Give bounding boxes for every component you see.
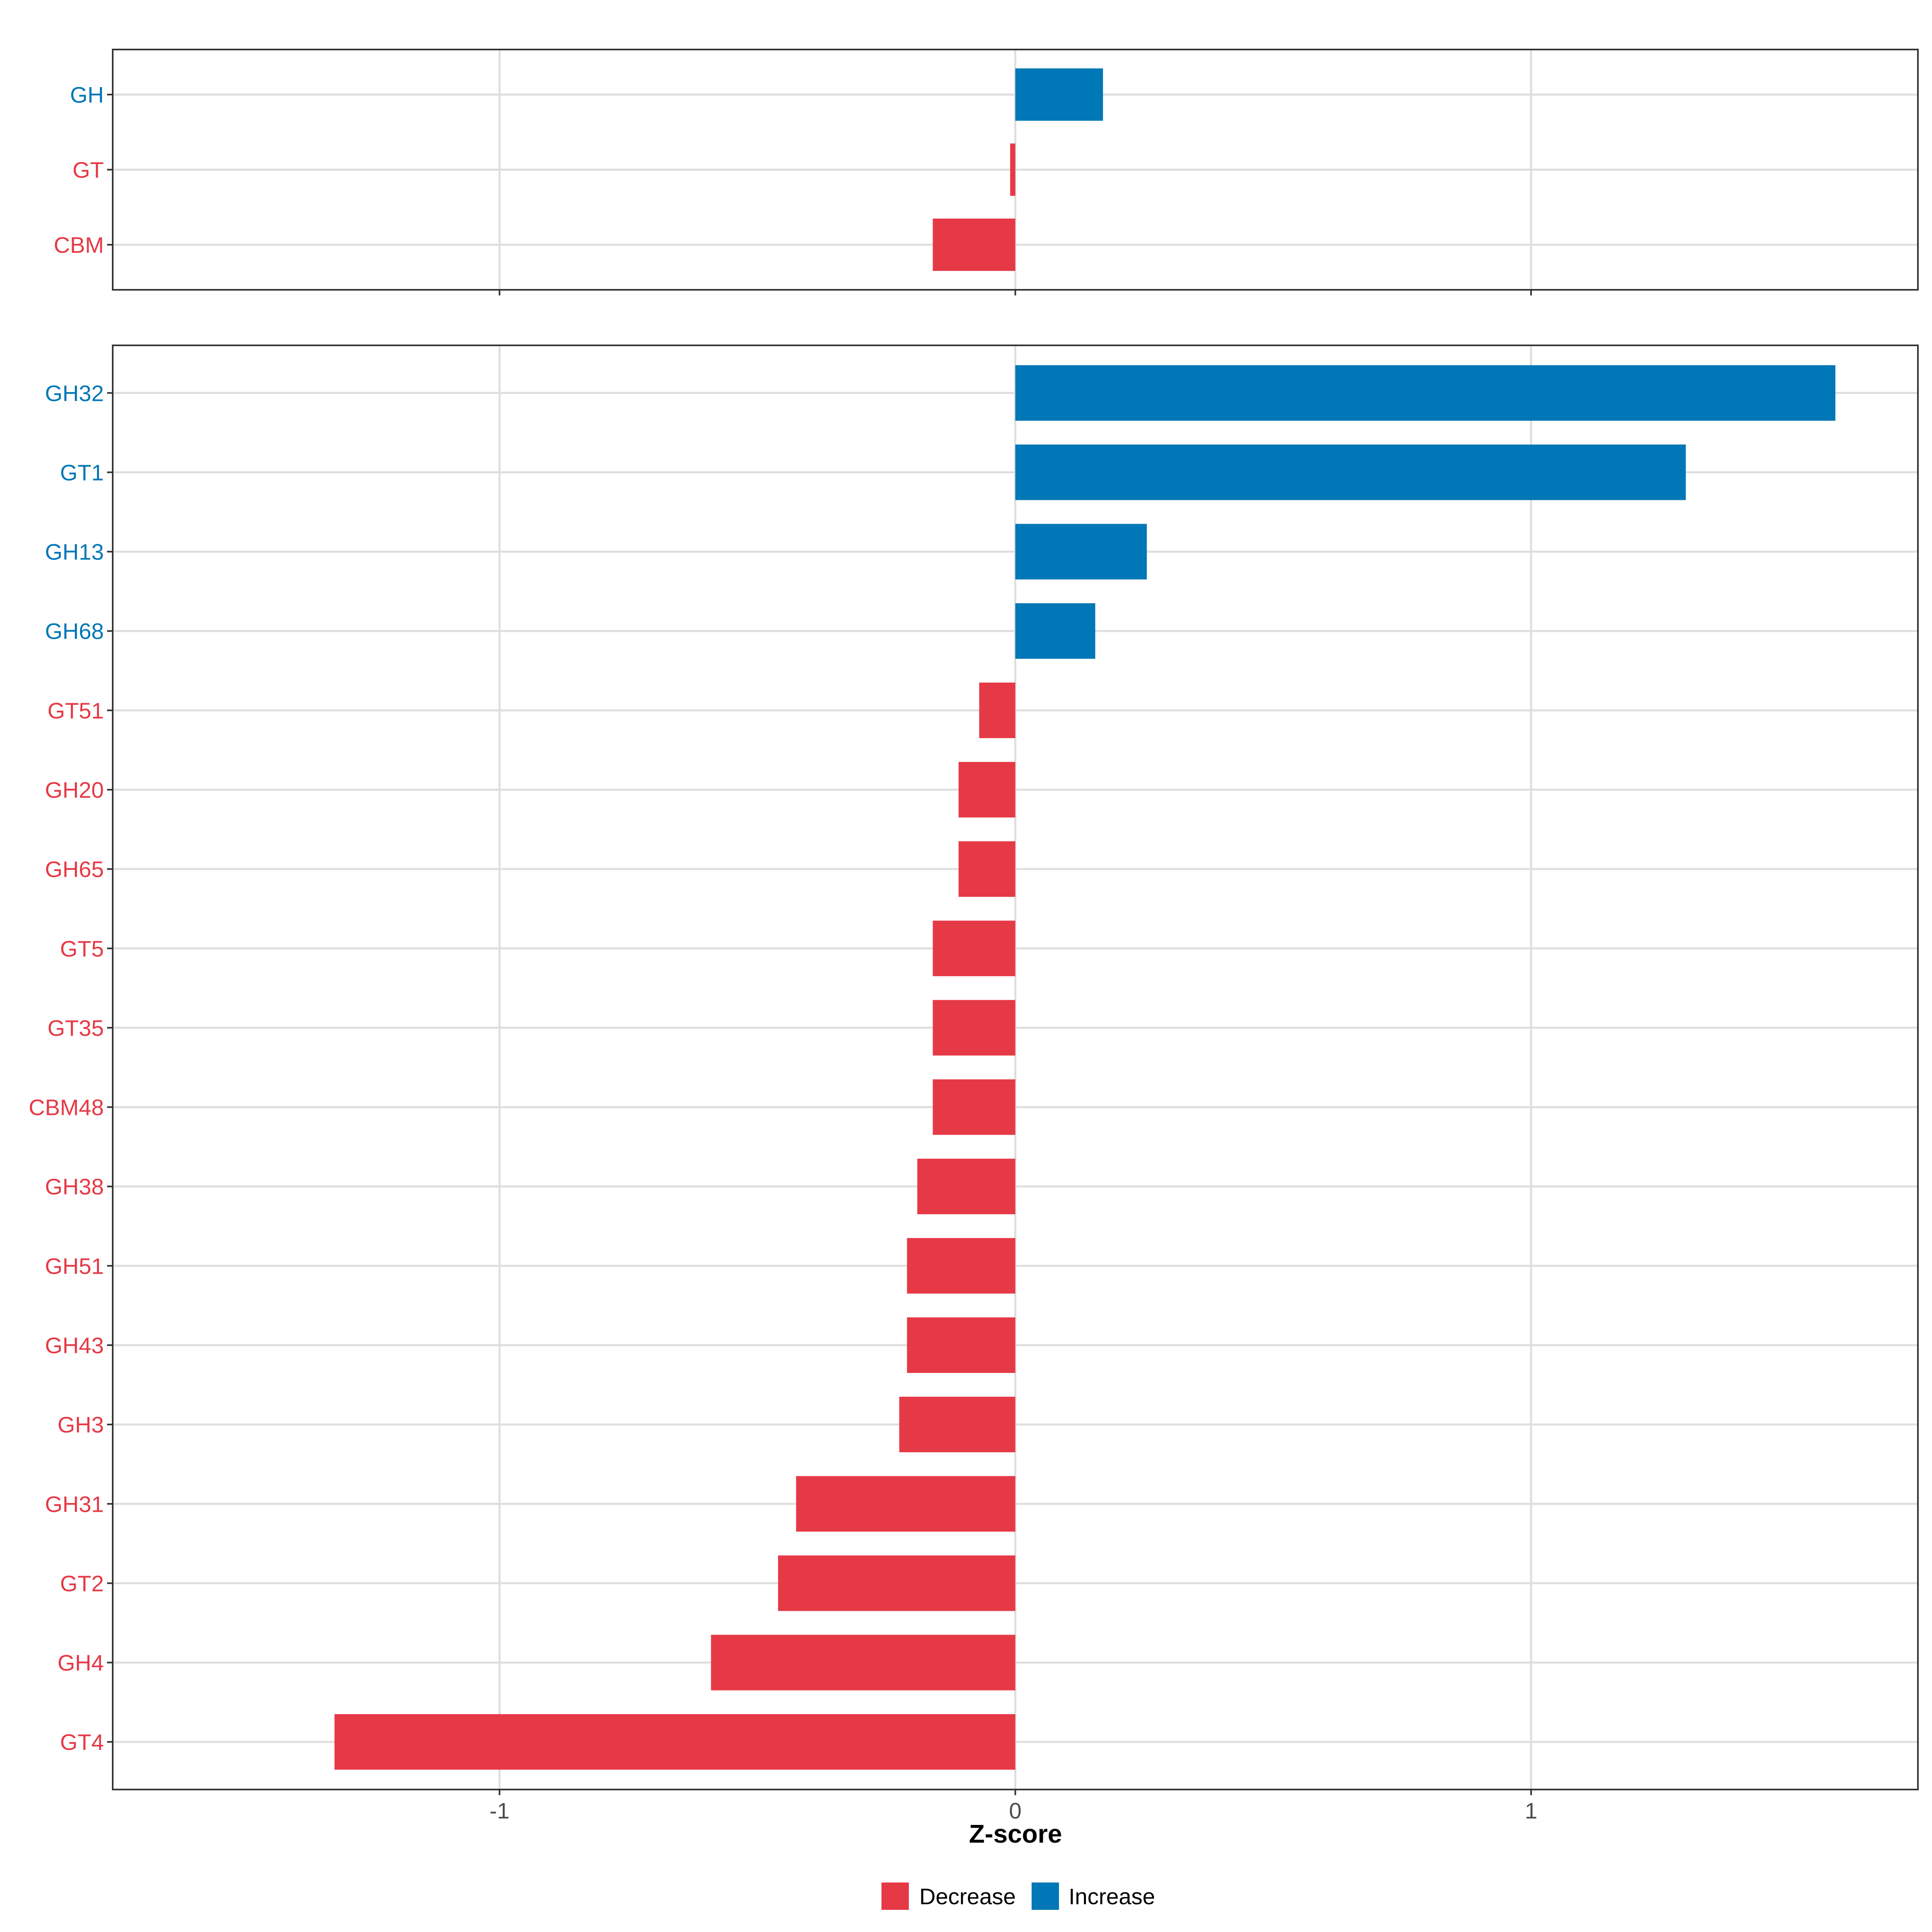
bar-gt <box>1010 143 1016 196</box>
y-label-gt1: GT1 <box>60 460 104 485</box>
y-label-gh38: GH38 <box>45 1174 104 1199</box>
y-label-gh3: GH3 <box>58 1412 104 1437</box>
x-tick-label: -1 <box>489 1798 510 1823</box>
x-axis-title: Z-score <box>969 1819 1062 1848</box>
bar-gh43 <box>907 1317 1016 1373</box>
y-label-gh4: GH4 <box>58 1650 104 1676</box>
bar-gt2 <box>778 1555 1016 1611</box>
legend-swatch-increase <box>1032 1882 1059 1910</box>
bar-gh31 <box>796 1476 1016 1532</box>
family-panel-y-labels: GH32 GT1 GH13 GH68 GT51 GH20 GH65 GT5 GT35 CBM48 G… <box>29 380 113 1755</box>
bar-cbm48 <box>933 1079 1016 1135</box>
bar-gh32 <box>1015 365 1835 421</box>
bar-gh13 <box>1015 524 1147 580</box>
y-label-gh68: GH68 <box>45 619 104 644</box>
y-label-gh32: GH32 <box>45 380 104 406</box>
bar-gt51 <box>979 682 1016 738</box>
y-label-gh20: GH20 <box>45 777 104 803</box>
class-panel-x-tick-marks <box>499 290 1532 295</box>
legend: Decrease Increase <box>881 1882 1155 1910</box>
bar-gh38 <box>917 1158 1016 1214</box>
y-label-cbm48: CBM48 <box>29 1095 104 1120</box>
bar-gh65 <box>958 841 1016 897</box>
bar-gh4 <box>711 1635 1016 1690</box>
legend-label-decrease: Decrease <box>919 1884 1016 1909</box>
class-panel: GH GT CBM <box>54 49 1919 295</box>
y-label-cbm: CBM <box>54 232 104 258</box>
x-axis-tick-labels: -1 0 1 <box>489 1798 1537 1823</box>
class-panel-bars <box>933 68 1103 271</box>
y-label-gh43: GH43 <box>45 1333 104 1358</box>
y-label-gh51: GH51 <box>45 1253 104 1279</box>
bar-gh <box>1015 68 1103 121</box>
family-panel-vertical-grid <box>498 345 1532 1790</box>
y-label-gt51: GT51 <box>47 698 104 723</box>
bar-gt1 <box>1015 444 1686 500</box>
y-label-gt2: GT2 <box>60 1571 104 1596</box>
y-label-gt: GT <box>72 157 104 183</box>
y-label-gt4: GT4 <box>60 1730 104 1755</box>
bar-cbm <box>933 219 1016 271</box>
family-panel-x-tick-marks <box>499 1790 1532 1795</box>
bar-gh51 <box>907 1238 1016 1294</box>
bar-gh20 <box>958 762 1016 817</box>
legend-label-increase: Increase <box>1069 1884 1155 1909</box>
bar-gt4 <box>334 1714 1016 1770</box>
y-label-gh65: GH65 <box>45 857 104 882</box>
x-tick-label: 1 <box>1525 1798 1537 1823</box>
family-panel: GH32 GT1 GH13 GH68 GT51 GH20 GH65 GT5 GT35 CBM48 G… <box>29 345 1919 1823</box>
bar-gh68 <box>1015 603 1096 659</box>
family-panel-bars <box>334 365 1835 1770</box>
y-label-gh31: GH31 <box>45 1491 104 1517</box>
bar-gt35 <box>933 1000 1016 1056</box>
y-label-gh: GH <box>70 82 104 107</box>
y-label-gt5: GT5 <box>60 936 104 961</box>
x-tick-label: 0 <box>1009 1798 1022 1823</box>
bar-gt5 <box>933 921 1016 976</box>
legend-swatch-decrease <box>881 1882 909 1910</box>
bar-gh3 <box>899 1397 1016 1453</box>
class-panel-y-labels: GH GT CBM <box>54 82 113 258</box>
y-label-gh13: GH13 <box>45 539 104 565</box>
y-label-gt35: GT35 <box>47 1015 104 1040</box>
